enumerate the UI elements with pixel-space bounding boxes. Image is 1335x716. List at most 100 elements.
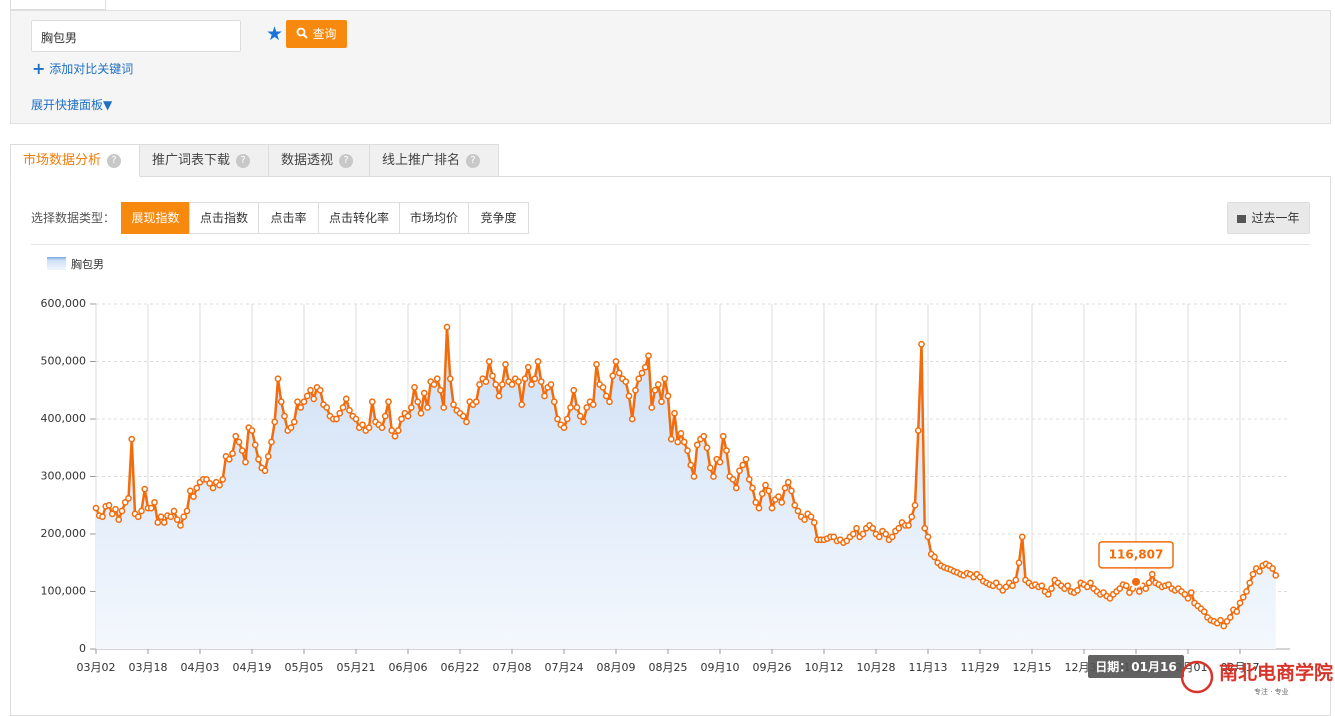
point-marker [502,361,509,368]
point-marker [508,381,516,388]
point-marker [424,404,431,411]
point-marker [684,447,691,454]
point-marker [632,386,639,394]
expand-link[interactable]: 展开快捷面板▼ [31,98,113,112]
point-marker [671,409,678,417]
point-marker [1122,582,1130,590]
point-marker [193,484,201,492]
search-button[interactable]: 查询 [286,20,347,48]
point-marker [875,533,883,541]
point-marker [524,363,532,371]
point-marker [316,386,324,394]
add-compare-text: 添加对比关键词 [49,62,134,76]
point-marker [368,398,376,406]
top-tab[interactable] [10,0,106,10]
point-marker [1142,585,1150,592]
point-marker [151,499,158,506]
legend-label: 胸包男 [71,257,104,271]
point-marker [628,415,636,423]
point-marker [411,384,418,391]
data-type-option[interactable]: 展现指数 [121,202,190,234]
point-marker [128,435,136,443]
point-marker [648,404,656,411]
x-tick-label: 11月13 [909,661,948,674]
favorite-star[interactable]: ★ [266,23,284,45]
x-tick-label: 05月05 [285,661,324,674]
point-marker [1233,608,1241,615]
point-marker [1038,582,1046,590]
point-marker [905,522,912,529]
tab[interactable]: 推广词表下载? [139,144,269,177]
point-marker [433,375,441,383]
point-marker [615,369,623,377]
add-compare-link[interactable]: + 添加对比关键词 [32,59,133,78]
point-marker [667,435,675,443]
y-tick-label: 100,000 [41,585,87,598]
point-marker [1187,589,1195,597]
point-marker [1249,570,1257,578]
point-marker [125,495,132,502]
period-button[interactable]: 过去一年 [1227,202,1310,234]
point-marker [677,430,685,437]
point-marker [492,381,500,388]
help-icon: ? [466,153,481,168]
point-marker [342,395,350,403]
point-marker [570,386,578,394]
point-marker [791,501,799,509]
data-type-label: 选择数据类型： [31,211,116,225]
point-marker [1083,583,1091,591]
point-marker [706,464,714,472]
data-type-option[interactable]: 竞争度 [468,202,529,234]
point-marker [661,375,669,383]
point-marker [690,473,698,480]
point-marker [1272,572,1280,579]
tab[interactable]: 市场数据分析? [10,144,140,177]
point-marker [1184,595,1192,602]
point-marker [99,513,106,521]
search-panel [10,10,1331,124]
y-tick-label: 200,000 [41,527,87,540]
tab[interactable]: 数据透视? [268,144,370,177]
point-marker [482,378,490,385]
x-tick-label: 03月02 [77,661,116,674]
point-marker [1074,587,1081,594]
point-marker [225,455,233,463]
point-marker [446,375,454,383]
point-marker [810,519,818,526]
tooltip-value: 116,807 [1109,547,1164,561]
point-marker [580,418,587,426]
point-marker [170,507,178,515]
point-marker [1239,593,1247,601]
point-marker [921,524,929,532]
point-marker [612,358,620,365]
watermark-slogan: 专注 · 专业 [1254,687,1289,696]
point-marker [541,392,548,400]
point-marker [359,421,366,429]
keyword-input[interactable]: 胸包男 [31,20,241,52]
point-marker [307,386,314,394]
point-marker [589,401,597,408]
chart: 0 100,000 200,000 300,000 400,000 500,000 600,… [41,257,1333,696]
point-marker [437,386,444,394]
tab[interactable]: 线上推广排名? [369,144,499,177]
point-marker [339,404,347,411]
point-marker [537,378,545,385]
tab-label: 线上推广排名 [382,153,461,168]
point-marker [645,352,652,360]
y-tick-label: 600,000 [41,297,87,310]
data-type-option[interactable]: 点击率 [258,202,319,234]
point-marker [531,375,539,383]
data-type-option[interactable]: 点击指数 [189,202,259,234]
point-marker [739,461,747,469]
point-marker [911,501,919,509]
data-type-option[interactable]: 市场均价 [399,202,469,234]
search-icon [297,27,309,39]
calendar-icon [1237,215,1247,223]
point-marker [1181,591,1189,598]
point-marker [755,504,763,512]
data-type-option[interactable]: 点击转化率 [318,202,400,234]
point-marker [992,579,1000,587]
point-marker [1012,576,1020,584]
search-label: 查询 [312,27,337,41]
point-marker [352,415,360,423]
